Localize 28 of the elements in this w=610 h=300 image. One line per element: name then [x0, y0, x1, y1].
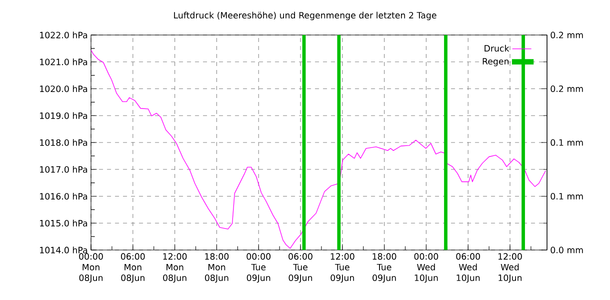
y2-tick-label: 0.2 mm — [550, 85, 583, 92]
y-tick-label: 1017.0 hPa — [40, 166, 88, 173]
y-tick-label: 1021.0 hPa — [40, 58, 88, 66]
chart-title: Luftdruck (Meereshöhe) und Regenmenge der letzten 2 Tage — [174, 12, 436, 20]
y2-tick-label: 0.0 mm — [550, 246, 583, 254]
x-tick-label: 06:00 Tue 09Jun — [288, 253, 312, 283]
x-tick-label: 00:00 Mon 08Jun — [79, 253, 103, 283]
y-tick-label: 1018.0 hPa — [40, 139, 88, 146]
x-tick-label: 06:00 Wed 10Jun — [456, 253, 480, 283]
x-tick-label: 00:00 Tue 09Jun — [246, 253, 271, 283]
y-tick-label: 1020.0 hPa — [40, 85, 88, 92]
x-tick-label: 00:00 Wed 10Jun — [414, 253, 438, 283]
y-tick-label: 1015.0 hPa — [40, 220, 88, 226]
x-tick-label: 18:00 Mon 08Jun — [204, 253, 229, 283]
y-tick-label: 1014.0 hPa — [40, 246, 88, 254]
x-tick-label: 12:00 Tue 09Jun — [330, 253, 354, 283]
y2-tick-label: 0.2 mm — [550, 32, 583, 38]
legend-label: Druck — [484, 44, 510, 52]
y-tick-label: 1019.0 hPa — [40, 112, 88, 119]
legend-label: Regen — [482, 58, 509, 66]
x-tick-label: 12:00 Wed 10Jun — [498, 253, 522, 283]
x-tick-label: 18:00 Tue 09Jun — [372, 253, 396, 283]
y2-tick-label: 0.1 mm — [550, 139, 583, 146]
y-tick-label: 1016.0 hPa — [40, 192, 88, 200]
x-tick-label: 12:00 Mon 08Jun — [163, 253, 187, 283]
y2-tick-label: 0.1 mm — [550, 192, 583, 200]
y-tick-label: 1022.0 hPa — [40, 32, 88, 38]
x-tick-label: 06:00 Mon 08Jun — [120, 253, 145, 283]
